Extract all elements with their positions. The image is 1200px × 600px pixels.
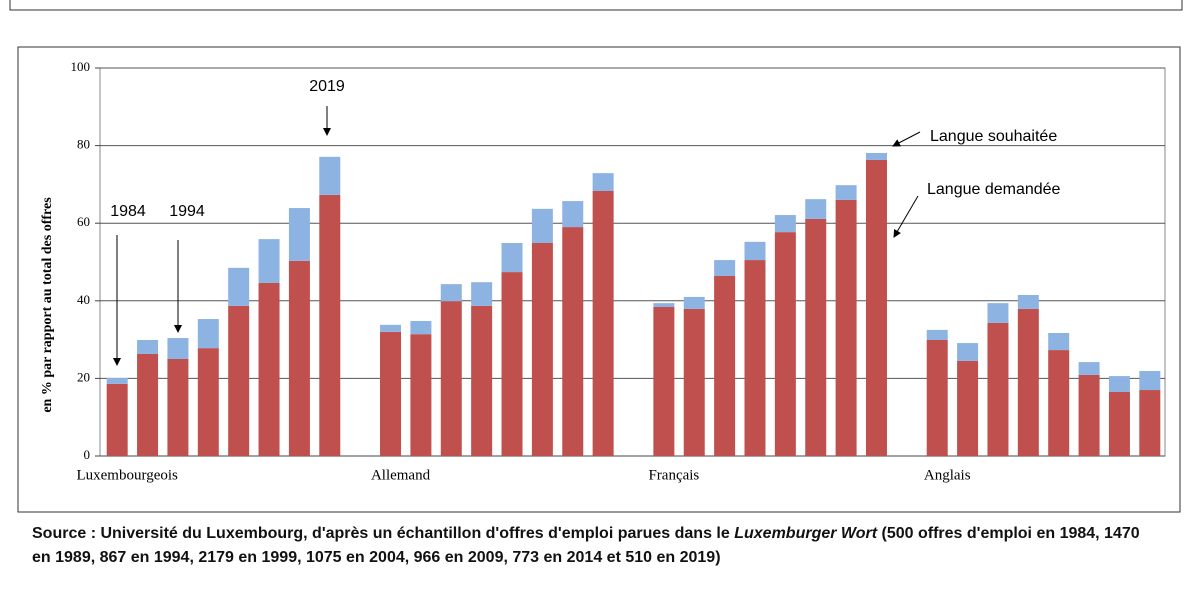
bar-segment <box>167 359 189 456</box>
source-text: Source : Université du Luxembourg, d'apr… <box>32 525 735 542</box>
bar-segment <box>1078 374 1100 456</box>
x-tick-label: Allemand <box>371 467 431 483</box>
bar-segment <box>926 339 948 456</box>
bar-segment <box>471 305 493 456</box>
source-text: Luxemburger Wort <box>734 525 878 542</box>
bar-segment <box>1048 350 1070 456</box>
annotation: 2019 <box>309 78 345 95</box>
bar-segment <box>137 339 159 354</box>
bar-segment <box>1017 294 1039 309</box>
bar-segment <box>501 272 523 456</box>
bar-segment <box>106 383 128 456</box>
y-tick-label: 20 <box>77 369 90 384</box>
bar-segment <box>471 282 493 306</box>
y-tick-label: 80 <box>77 137 90 152</box>
bar-segment <box>987 322 1009 456</box>
bar-segment <box>592 190 614 456</box>
bar-segment <box>228 305 250 456</box>
chart: en % par rapport au total des offres 0 20… <box>9 0 1183 513</box>
bar-segment <box>410 334 432 456</box>
bar-segment <box>714 275 736 456</box>
x-tick-label: Luxembourgeois <box>76 467 178 483</box>
bar-segment <box>531 208 553 243</box>
bar-segment <box>835 185 857 200</box>
bar-segment <box>774 215 796 233</box>
bar-segment <box>865 159 887 456</box>
legend-arrow <box>892 131 921 147</box>
bar-segment <box>744 260 766 456</box>
legend-label: Langue demandée <box>927 181 1061 198</box>
bar-segment <box>562 227 584 456</box>
top-box <box>9 0 1183 11</box>
bar-segment <box>957 343 979 361</box>
bar-segment <box>410 320 432 335</box>
bar-segment <box>683 308 705 456</box>
x-tick-label: Français <box>648 467 699 483</box>
bar-segment <box>1048 333 1070 351</box>
bar-segment <box>1017 308 1039 456</box>
bar-segment <box>562 201 584 228</box>
bar-segment <box>926 329 948 340</box>
legend-label: Langue souhaitée <box>930 128 1057 145</box>
bar-segment <box>653 303 675 308</box>
bar-segment <box>440 284 462 302</box>
x-tick-label: Anglais <box>924 467 971 483</box>
bar-segment <box>197 348 219 456</box>
bar-segment <box>258 282 280 456</box>
source-text: (500 offres d'emploi en 1984, 1470 en 19… <box>32 525 1140 566</box>
bar-segment <box>258 239 280 283</box>
y-axis-label: en % par rapport au total des offres <box>40 197 55 413</box>
annotation: 1994 <box>169 203 205 220</box>
bar-segment <box>835 199 857 457</box>
bar-segment <box>440 301 462 456</box>
y-tick-label: 60 <box>77 214 90 229</box>
source-note: Source : Université du Luxembourg, d'apr… <box>32 522 1152 570</box>
bar-segment <box>288 260 310 456</box>
bar-segment <box>714 260 736 276</box>
bar-segment <box>592 173 614 191</box>
bar-segment <box>805 218 827 456</box>
bar-segment <box>380 324 402 332</box>
bar-segment <box>987 303 1009 323</box>
bar-segment <box>1108 376 1130 392</box>
bar-segment <box>744 241 766 261</box>
bar-segment <box>380 331 402 456</box>
bar-segment <box>653 307 675 456</box>
bar-segment <box>774 232 796 456</box>
y-tick-label: 40 <box>77 292 90 307</box>
bar-segment <box>167 338 189 359</box>
bar-segment <box>1108 391 1130 456</box>
bar-segment <box>228 267 250 306</box>
bar-segment <box>197 319 219 349</box>
bar-segment <box>288 208 310 261</box>
bar-segment <box>531 242 553 456</box>
bar-segment <box>319 194 341 456</box>
y-tick-label: 100 <box>71 59 91 74</box>
bar-segment <box>1078 362 1100 375</box>
bar-segment <box>137 353 159 456</box>
bar-segment <box>957 360 979 456</box>
bar-segment <box>106 378 128 384</box>
bar-segment <box>1139 390 1161 456</box>
bar-segment <box>319 156 341 195</box>
y-tick-label: 0 <box>84 447 91 462</box>
bar-segment <box>1139 371 1161 391</box>
bar-segment <box>683 296 705 309</box>
annotation: 1984 <box>110 203 146 220</box>
legend-arrow <box>893 195 919 238</box>
chart-frame <box>17 46 1181 513</box>
bar-segment <box>865 152 887 160</box>
bar-segment <box>805 199 827 219</box>
bar-segment <box>501 242 523 273</box>
